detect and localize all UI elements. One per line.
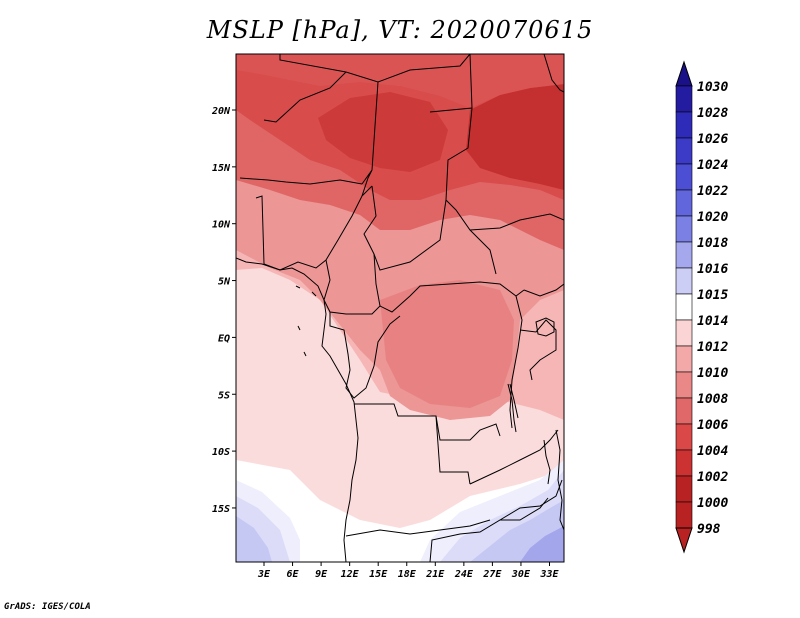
coast-east-africa [555, 429, 564, 531]
colorbar-label: 1010 [697, 366, 728, 381]
field-1003-north-strip [236, 54, 564, 108]
colorbar-box [675, 345, 693, 373]
lat-label: EQ [218, 333, 230, 344]
colorbar-label: 998 [697, 522, 721, 537]
colorbar-label: 1020 [697, 210, 728, 225]
lat-label: 15S [212, 504, 230, 515]
colorbar-label: 1002 [697, 470, 728, 485]
lat-label: 5S [218, 390, 230, 401]
field-blue-southwest-deep [236, 516, 272, 562]
field-1012-southwest [236, 268, 564, 562]
grads-credit: GrADS: IGES/COLA [4, 602, 91, 612]
lat-label: 20N [211, 106, 231, 117]
lon-label: 15E [369, 569, 388, 580]
border-zimbabwe [499, 479, 563, 521]
border-zambia-east [469, 429, 559, 485]
colorbar-box [675, 319, 693, 347]
colorbar-label: 1030 [697, 80, 728, 95]
lon-label: 6E [287, 569, 300, 580]
longitude-axis: 3E 6E 9E 12E 15E 18E 21E 24E 27E 30E 33E [257, 562, 560, 580]
border-chad-sudan [445, 107, 497, 275]
colorbar-label: 1012 [697, 340, 728, 355]
field-1001-chad [318, 92, 448, 172]
border-cameroon-north [361, 169, 373, 197]
border-mali-niger [263, 71, 347, 123]
lat-label: 10N [212, 220, 231, 231]
border-nigeria [255, 185, 373, 271]
border-cameroon [323, 253, 381, 315]
border-botswana [429, 497, 549, 562]
colorbar-box [675, 397, 693, 425]
field-blue-southeast-deep [520, 526, 564, 562]
field-1001-sudan [466, 84, 564, 190]
colorbar-label: 1008 [697, 392, 728, 407]
colorbar-box [675, 163, 693, 191]
colorbar-box [675, 137, 693, 165]
colorbar-bottom-arrow [675, 527, 693, 554]
colorbar-box [675, 423, 693, 451]
pressure-field [236, 54, 564, 562]
border-sudan-ss [469, 213, 564, 231]
colorbar-box [675, 449, 693, 477]
field-1007-congo [380, 280, 514, 408]
lake-tanganyika [507, 383, 519, 433]
colorbar-box [675, 189, 693, 217]
colorbar-label: 1018 [697, 236, 728, 251]
lon-label: 33E [539, 569, 559, 580]
colorbar-box [675, 267, 693, 295]
lake-victoria [535, 317, 555, 337]
border-car-drc [379, 281, 525, 313]
colorbar-label: 1006 [697, 418, 728, 433]
colorbar-top-arrow [675, 60, 693, 87]
border-uganda [523, 283, 564, 297]
colorbar-box [675, 215, 693, 243]
map-title: MSLP [hPa], VT: 2020070615 [206, 16, 594, 44]
latitude-axis: 20N 15N 10N 5N EQ 5S 10S 15S [211, 106, 236, 515]
lon-label: 24E [454, 569, 474, 580]
plot-frame [235, 53, 565, 563]
colorbar-label: 1024 [697, 158, 728, 173]
lon-label: 9E [315, 569, 328, 580]
colorbar-box [675, 293, 693, 321]
border-ethiopia [543, 54, 564, 93]
lat-label: 10S [212, 447, 230, 458]
border-niger-south [239, 177, 363, 185]
colorbar-box [675, 241, 693, 269]
coast-west-africa [236, 257, 359, 562]
colorbar-label: 1028 [697, 106, 728, 121]
colorbar-label: 1022 [697, 184, 728, 199]
lon-label: 30E [511, 569, 531, 580]
border-drc-angola [354, 403, 501, 441]
colorbar-label: 1000 [697, 496, 728, 511]
lon-label: 21E [425, 569, 445, 580]
border-drc-east [509, 295, 523, 429]
lat-label: 15N [212, 163, 231, 174]
lat-label: 5N [218, 277, 231, 288]
lon-label: 27E [482, 569, 502, 580]
lon-label: 12E [341, 569, 360, 580]
colorbar-box [675, 111, 693, 139]
coast-gulf-islands [295, 285, 317, 357]
border-angola-namibia [345, 519, 491, 537]
colorbar-box [675, 501, 693, 529]
colorbar-label: 1015 [697, 288, 728, 303]
lake-malawi [543, 439, 551, 485]
colorbar-label: 1026 [697, 132, 728, 147]
colorbar-box [675, 475, 693, 503]
border-chad-car [363, 185, 447, 271]
lon-label: 3E [257, 569, 271, 580]
colorbar-box [675, 371, 693, 399]
country-borders [239, 54, 564, 562]
coastline [236, 257, 564, 562]
lon-label: 18E [398, 569, 417, 580]
colorbar-box [675, 85, 693, 113]
colorbar-label: 1014 [697, 314, 728, 329]
border-angola-zambia [435, 415, 471, 485]
colorbar: 1030 1028 1026 1024 1022 1020 1018 1016 1015 1014… [675, 60, 728, 554]
colorbar-label: 1016 [697, 262, 728, 277]
colorbar-label: 1004 [697, 444, 728, 459]
